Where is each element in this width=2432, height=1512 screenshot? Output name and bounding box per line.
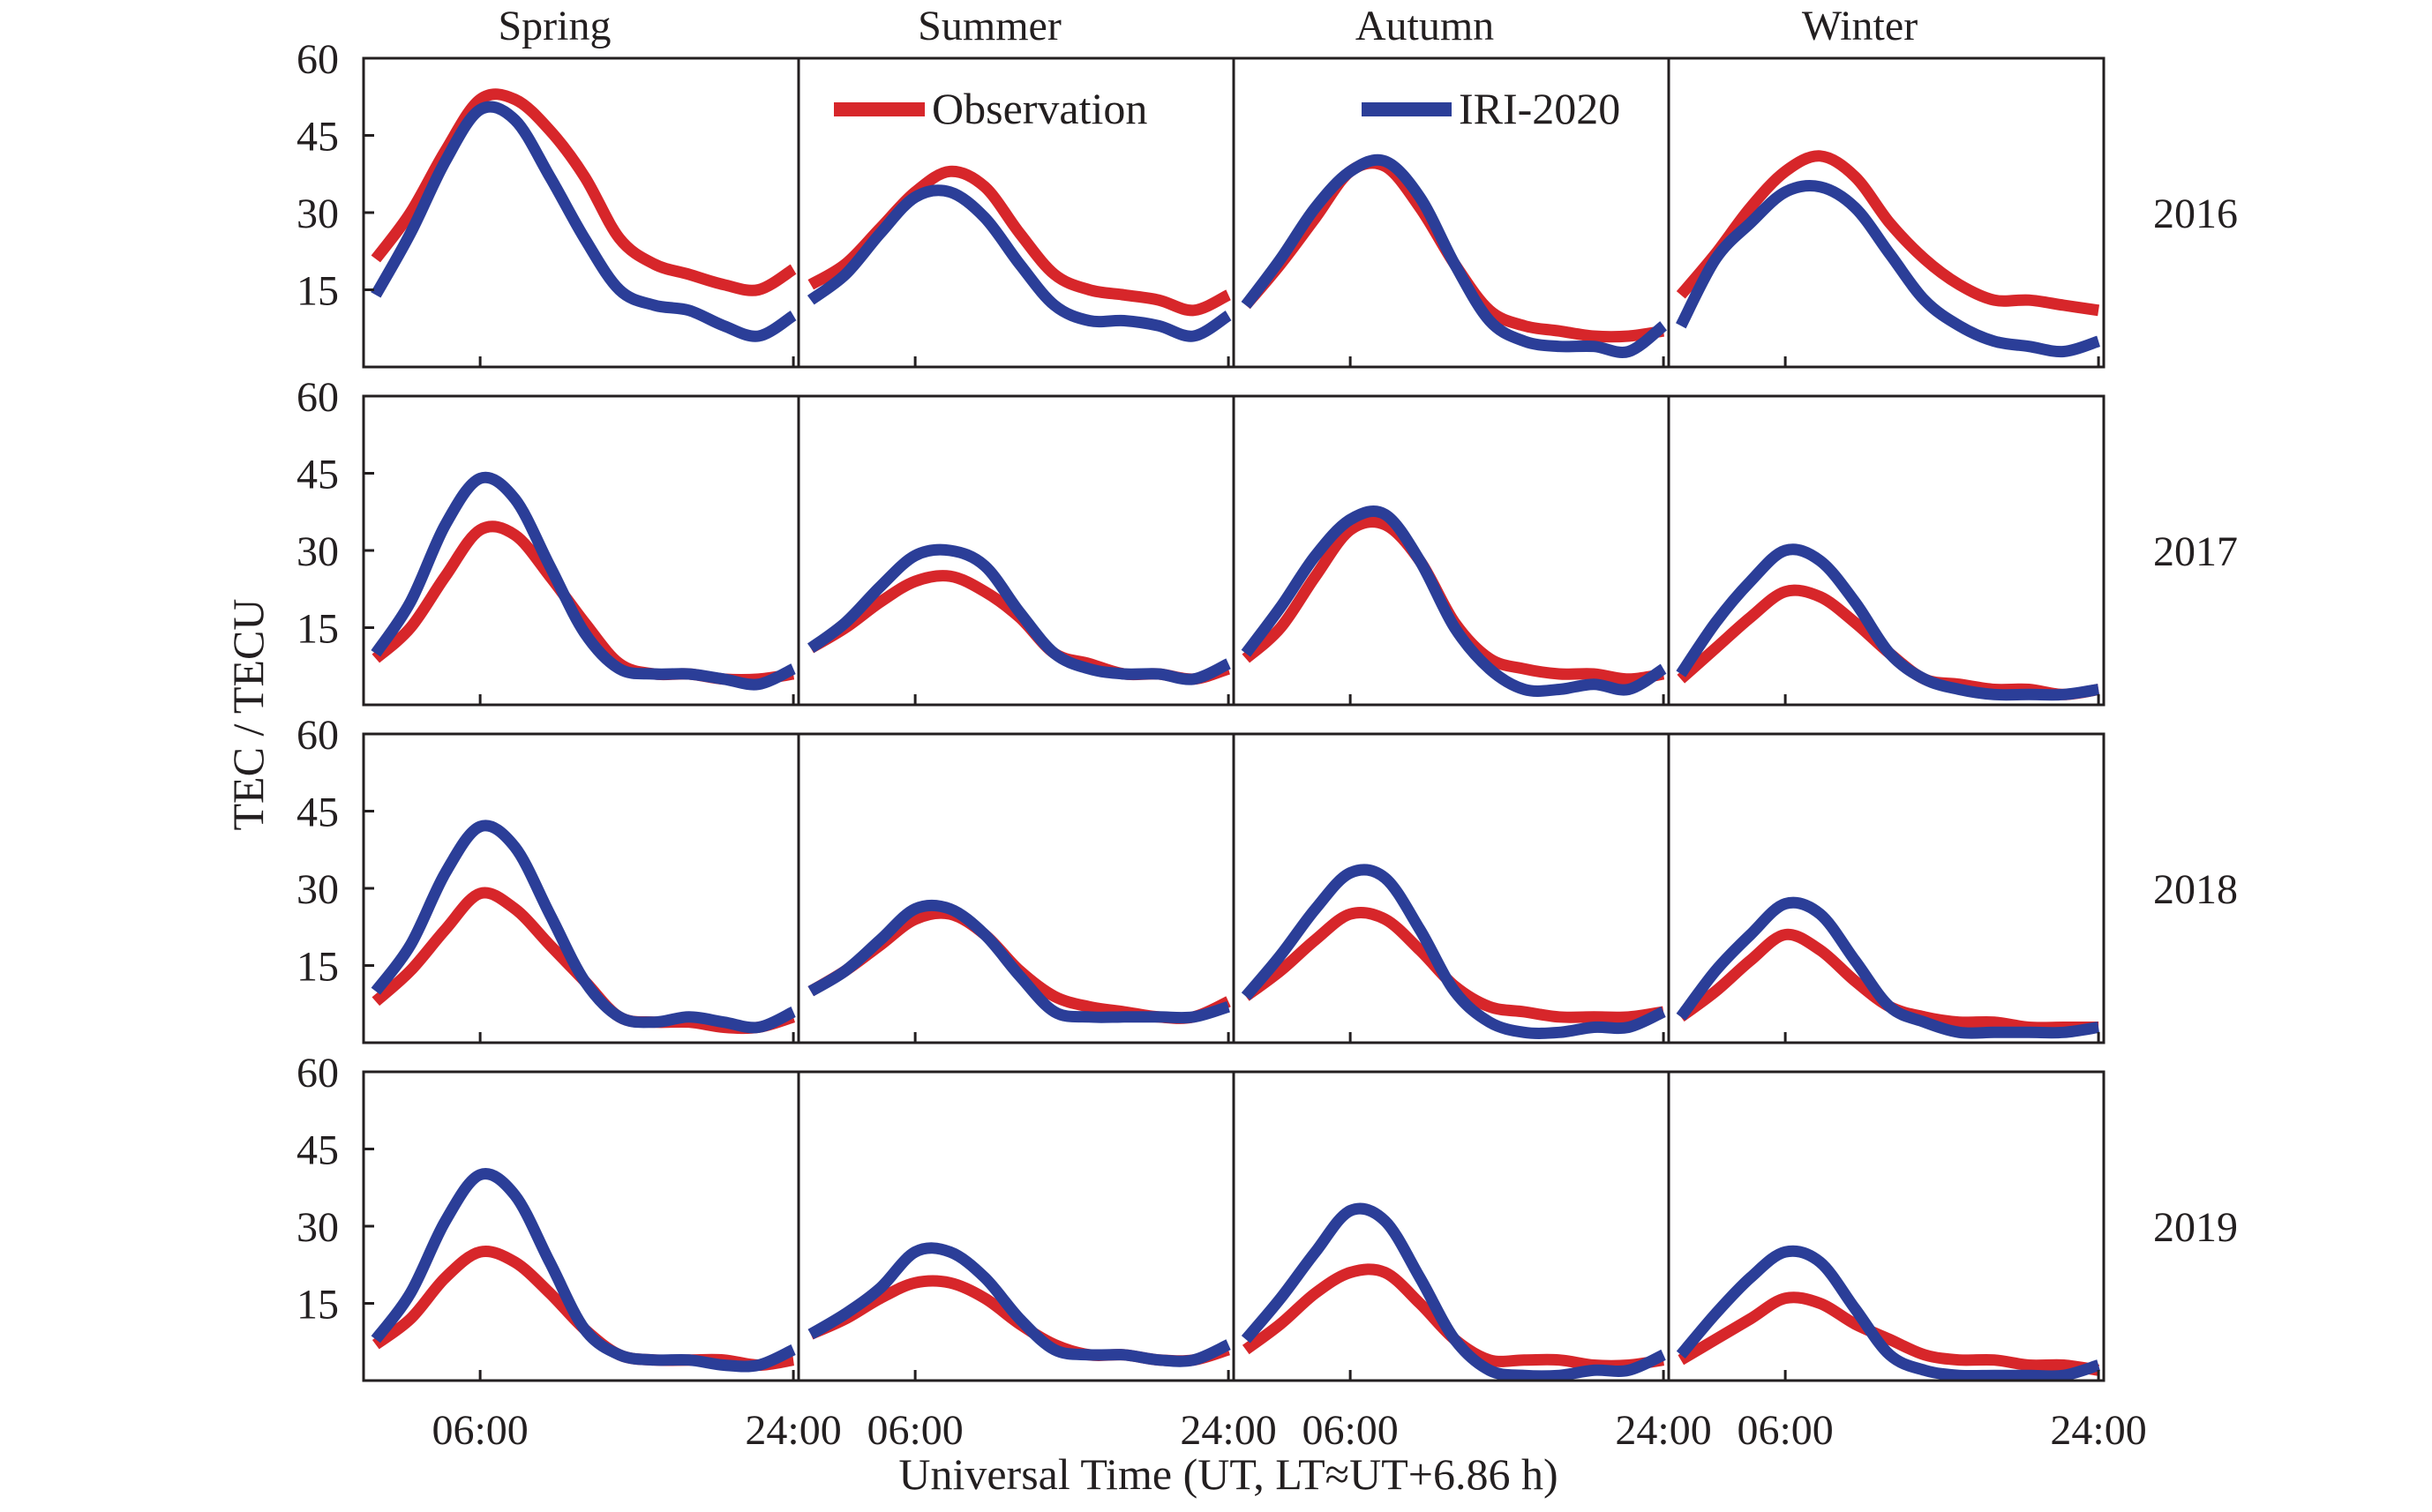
season-label-autumn: Autumn — [1355, 3, 1494, 49]
x-tick-label: 24:00 — [745, 1407, 841, 1454]
panel-2017-autumn — [1241, 505, 1667, 697]
panel-2018-autumn — [1241, 864, 1666, 1039]
y-tick-label: 15 — [296, 268, 339, 315]
x-tick-label: 24:00 — [1180, 1407, 1276, 1454]
y-tick-label: 30 — [296, 528, 339, 575]
series-iri-2020-2019-spring — [371, 1168, 796, 1373]
panel-2019-summer — [807, 1242, 1231, 1367]
x-tick-label: 06:00 — [432, 1407, 528, 1454]
x-tick-label: 06:00 — [1302, 1407, 1398, 1454]
y-tick-label: 30 — [296, 191, 339, 237]
y-tick-label: 15 — [296, 944, 339, 991]
panel-2019-autumn — [1241, 1202, 1666, 1382]
legend: Observation IRI-2020 — [834, 84, 1620, 133]
series-iri-2020-2018-winter — [1676, 896, 2100, 1039]
x-axis-label: Universal Time (UT, LT≈UT+6.86 h) — [898, 1449, 1558, 1499]
series-iri-2020-2016-summer — [807, 184, 1232, 342]
series-iri-2020-2019-winter — [1676, 1245, 2101, 1382]
series-iri-2020-2016-winter — [1676, 180, 2101, 358]
series-iri-2020-2019-autumn — [1241, 1202, 1666, 1382]
y-tick-label: 45 — [296, 452, 339, 498]
y-tick-label: 15 — [296, 606, 339, 653]
panel-2016-spring — [371, 88, 797, 342]
panel-2019-winter — [1676, 1245, 2101, 1382]
panels-layer — [362, 56, 2105, 1382]
series-observation-2016-winter — [1676, 150, 2099, 317]
y-tick-label: 30 — [296, 866, 339, 913]
series-iri-2020-2018-autumn — [1241, 864, 1666, 1039]
panel-2017-winter — [1676, 543, 2100, 701]
series-iri-2020-2018-summer — [807, 899, 1231, 1024]
panel-2019-spring — [371, 1168, 796, 1373]
y-axis-label: TEC / TECU — [223, 599, 273, 831]
season-label-summer: Summer — [918, 3, 1062, 49]
series-iri-2020-2017-winter — [1676, 543, 2100, 701]
y-tick-label: 60 — [296, 36, 339, 83]
y-tick-label: 45 — [296, 114, 339, 161]
y-tick-label: 45 — [296, 790, 339, 836]
series-iri-2020-2016-spring — [371, 101, 797, 342]
panel-2016-autumn — [1241, 153, 1668, 358]
y-tick-label: 45 — [296, 1127, 339, 1174]
y-tick-label: 60 — [296, 374, 339, 421]
x-tick-label: 06:00 — [867, 1407, 963, 1454]
series-observation-2019-winter — [1678, 1291, 2100, 1376]
y-tick-label: 15 — [296, 1282, 339, 1329]
legend-observation-label: Observation — [932, 84, 1147, 133]
year-label-2018: 2018 — [2153, 866, 2238, 913]
year-label-2016: 2016 — [2153, 191, 2238, 237]
series-iri-2020-2019-summer — [807, 1242, 1231, 1367]
x-tick-label: 06:00 — [1737, 1407, 1833, 1454]
legend-iri-label: IRI-2020 — [1459, 84, 1620, 133]
panel-2016-summer — [807, 165, 1232, 342]
year-label-2019: 2019 — [2153, 1204, 2238, 1251]
year-label-2017: 2017 — [2153, 528, 2238, 575]
y-tick-label: 60 — [296, 1050, 339, 1097]
panel-2016-winter — [1676, 150, 2101, 358]
y-tick-label: 30 — [296, 1204, 339, 1251]
panel-2018-summer — [807, 899, 1231, 1024]
series-iri-2020-2016-autumn — [1241, 153, 1668, 358]
series-iri-2020-2017-autumn — [1241, 505, 1667, 697]
panel-2017-spring — [371, 471, 796, 691]
labels-layer: 60 45 30 15 2016 60 45 30 15 2017 60 45 30 15 2018 60 45… — [296, 3, 2238, 1454]
season-label-winter: Winter — [1802, 3, 1918, 49]
x-tick-label: 24:00 — [1615, 1407, 1711, 1454]
series-iri-2020-2018-spring — [371, 820, 796, 1034]
series-iri-2020-2017-spring — [371, 471, 796, 691]
series-iri-2020-2017-summer — [807, 543, 1232, 685]
panel-2018-winter — [1676, 896, 2100, 1039]
y-tick-label: 60 — [296, 712, 339, 759]
panel-2018-spring — [371, 820, 796, 1035]
season-label-spring: Spring — [498, 3, 611, 49]
x-tick-label: 24:00 — [2050, 1407, 2146, 1454]
panel-2017-summer — [807, 543, 1232, 685]
